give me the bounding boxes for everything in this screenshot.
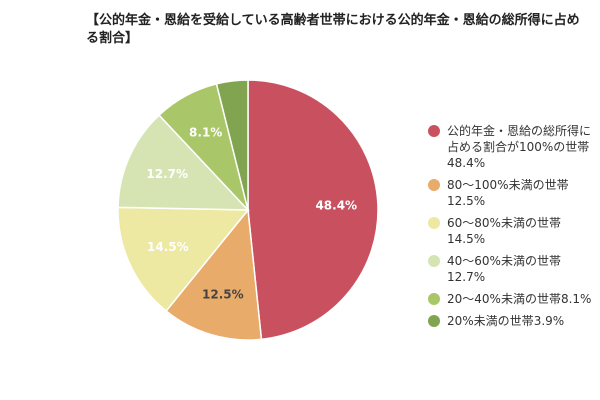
- pie-data-label-1: 12.5%: [202, 288, 244, 302]
- legend-value-100: 48.4%: [447, 156, 486, 170]
- pie-slice-5: [215, 79, 249, 211]
- legend-label-100: 公的年金・恩給の総所得に占める割合が100%の世帯: [447, 124, 592, 154]
- legend-value-80-100: 12.5%: [447, 194, 486, 208]
- legend-value-20-40: 8.1%: [560, 292, 592, 306]
- pie-data-label-2: 14.5%: [147, 240, 189, 254]
- pie-slice-1: [165, 208, 263, 341]
- pie-data-label-4: 8.1%: [189, 125, 222, 139]
- chart-title: 【公的年金・恩給を受給している高齢者世帯における公的年金・恩給の総所得に占める割…: [86, 13, 580, 46]
- legend-item-20-40: 20～40%未満の世帯8.1%: [428, 291, 598, 307]
- legend-value-60-80: 14.5%: [447, 232, 486, 246]
- pie-slice-2: [117, 206, 250, 313]
- legend-item-under-20: 20%未満の世帯3.9%: [428, 313, 598, 329]
- pie-data-label-3: 12.7%: [146, 167, 188, 181]
- legend-swatch-80-100: [428, 179, 440, 191]
- pie-slice-3: [117, 114, 250, 211]
- pie-data-label-0: 48.4%: [315, 198, 357, 212]
- legend: 公的年金・恩給の総所得に占める割合が100%の世帯 48.4% 80～100%未…: [428, 123, 598, 335]
- legend-value-40-60: 12.7%: [447, 270, 486, 284]
- legend-label-80-100: 80～100%未満の世帯: [447, 178, 569, 192]
- legend-swatch-60-80: [428, 217, 440, 229]
- legend-label-40-60: 40～60%未満の世帯: [447, 254, 561, 268]
- legend-swatch-20-40: [428, 293, 440, 305]
- legend-item-80-100: 80～100%未満の世帯 12.5%: [428, 177, 598, 209]
- legend-item-100: 公的年金・恩給の総所得に占める割合が100%の世帯 48.4%: [428, 123, 598, 171]
- pie-slice-0: [247, 79, 379, 341]
- legend-swatch-under-20: [428, 315, 440, 327]
- legend-label-60-80: 60～80%未満の世帯: [447, 216, 561, 230]
- legend-item-40-60: 40～60%未満の世帯 12.7%: [428, 253, 598, 285]
- legend-swatch-40-60: [428, 255, 440, 267]
- legend-label-under-20: 20%未満の世帯: [447, 314, 534, 328]
- legend-item-60-80: 60～80%未満の世帯 14.5%: [428, 215, 598, 247]
- legend-label-20-40: 20～40%未満の世帯: [447, 292, 561, 306]
- legend-value-under-20: 3.9%: [533, 314, 565, 328]
- legend-swatch-100: [428, 125, 440, 137]
